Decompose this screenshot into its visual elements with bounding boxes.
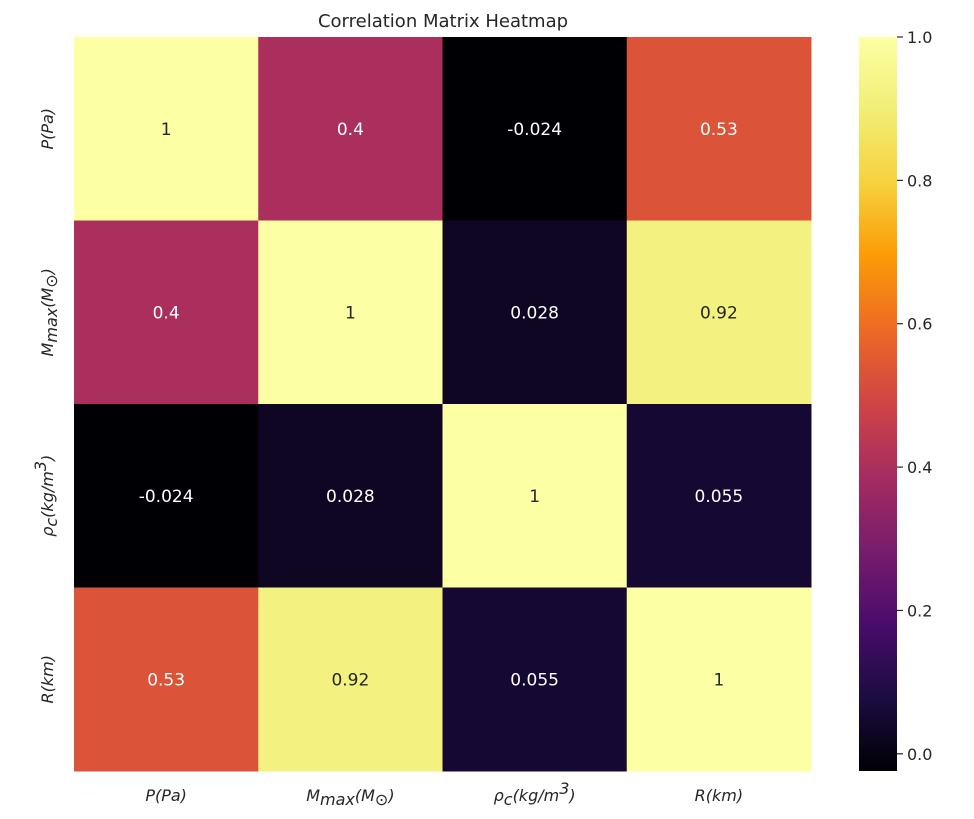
colorbar-tick-label: 0.2 — [907, 601, 932, 620]
cell-annotation-1-1: 1 — [345, 303, 356, 323]
heatmap-cell-0-3 — [626, 37, 812, 221]
heatmap-cell-3-1 — [258, 587, 443, 772]
x-tick-labels: P(Pa) Mmax(M⊙) ρc(kg/m3) R(km) — [145, 779, 743, 809]
y-tick-labels: P(Pa) Mmax(M⊙) ρc(kg/m3) R(km) — [31, 108, 61, 704]
colorbar-tick-label: 0.4 — [907, 458, 932, 477]
x-tick-label-p: P(Pa) — [145, 786, 187, 805]
heatmap-cell-0-0 — [74, 37, 259, 221]
y-tick-label-r: R(km) — [38, 655, 57, 703]
heatmap-cell-3-2 — [442, 587, 628, 772]
heatmap-cell-1-1 — [258, 220, 443, 405]
colorbar-tick-label: 0.0 — [907, 745, 932, 764]
heatmap-cell-1-0 — [74, 220, 259, 405]
cell-annotation-3-1: 0.92 — [331, 670, 369, 690]
cell-annotation-0-1: 0.4 — [337, 120, 364, 140]
heatmap-cells: 1 0.4 -0.024 0.53 0.4 1 0.028 0.92 -0.024 0.028 1 0… — [74, 37, 812, 772]
heatmap-cell-2-3 — [626, 404, 812, 588]
colorbar-tick-label: 0.6 — [907, 315, 932, 334]
cell-annotation-2-3: 0.055 — [695, 487, 744, 507]
cell-annotation-2-2: 1 — [529, 487, 540, 507]
cell-annotation-1-2: 0.028 — [510, 303, 559, 323]
y-tick-label-mmax: Mmax(M⊙) — [38, 268, 61, 356]
cell-annotation-3-3: 1 — [713, 670, 724, 690]
cell-annotation-1-0: 0.4 — [153, 303, 180, 323]
cell-annotation-1-3: 0.92 — [700, 303, 738, 323]
heatmap-cell-0-2 — [442, 37, 628, 221]
chart-title: Correlation Matrix Heatmap — [318, 11, 568, 32]
heatmap-cell-3-3 — [626, 587, 812, 772]
cell-annotation-3-2: 0.055 — [510, 670, 559, 690]
colorbar-ticks: 0.0 0.2 0.4 0.6 0.8 1.0 — [897, 28, 932, 764]
cell-annotation-2-0: -0.024 — [139, 487, 194, 507]
cell-annotation-2-1: 0.028 — [326, 487, 375, 507]
cell-annotation-0-2: -0.024 — [507, 120, 562, 140]
cell-annotation-0-3: 0.53 — [700, 120, 738, 140]
cell-annotation-3-0: 0.53 — [147, 670, 185, 690]
colorbar-tick-label: 0.8 — [907, 171, 932, 190]
colorbar-tick-label: 1.0 — [907, 28, 932, 47]
y-tick-label-p: P(Pa) — [38, 108, 57, 150]
y-tick-label-rho: ρc(kg/m3) — [31, 455, 61, 537]
heatmap-cell-3-0 — [74, 587, 259, 772]
x-tick-label-rho: ρc(kg/m3) — [494, 779, 576, 809]
heatmap-cell-1-3 — [626, 220, 812, 405]
colorbar — [859, 37, 897, 771]
heatmap-cell-2-0 — [74, 404, 259, 588]
heatmap-cell-1-2 — [442, 220, 628, 405]
heatmap-cell-2-2 — [442, 404, 628, 588]
heatmap-cell-2-1 — [258, 404, 443, 588]
x-tick-label-mmax: Mmax(M⊙) — [306, 786, 394, 809]
heatmap-cell-0-1 — [258, 37, 443, 221]
cell-annotation-0-0: 1 — [161, 120, 172, 140]
x-tick-label-r: R(km) — [695, 786, 743, 805]
